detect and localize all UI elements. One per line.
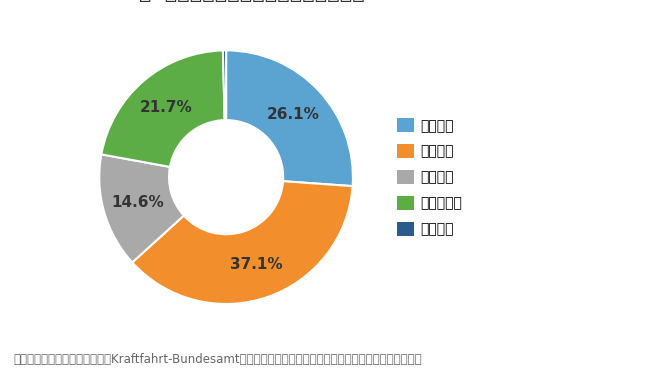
- Wedge shape: [101, 50, 225, 167]
- Legend: 柴油销量, 汽油销量, 普混销量, 电动车销量, 其他销量: 柴油销量, 汽油销量, 普混销量, 电动车销量, 其他销量: [391, 112, 468, 242]
- Text: 37.1%: 37.1%: [230, 257, 282, 272]
- Text: 26.1%: 26.1%: [267, 107, 320, 122]
- Wedge shape: [132, 181, 353, 304]
- Text: 21.7%: 21.7%: [140, 100, 193, 115]
- Wedge shape: [226, 50, 353, 186]
- Text: 数据来源：德国机动车管理局（Kraftfahrt-Bundesamt），电动车含插混、纯电和氢燃料，其他含天然气和液化气: 数据来源：德国机动车管理局（Kraftfahrt-Bundesamt），电动车含…: [13, 352, 422, 366]
- Wedge shape: [223, 50, 226, 120]
- Text: 14.6%: 14.6%: [111, 195, 164, 210]
- Wedge shape: [99, 154, 184, 263]
- Title: 2021年1月德国乘用车各燃料类型销量及占比: 2021年1月德国乘用车各燃料类型销量及占比: [87, 0, 366, 2]
